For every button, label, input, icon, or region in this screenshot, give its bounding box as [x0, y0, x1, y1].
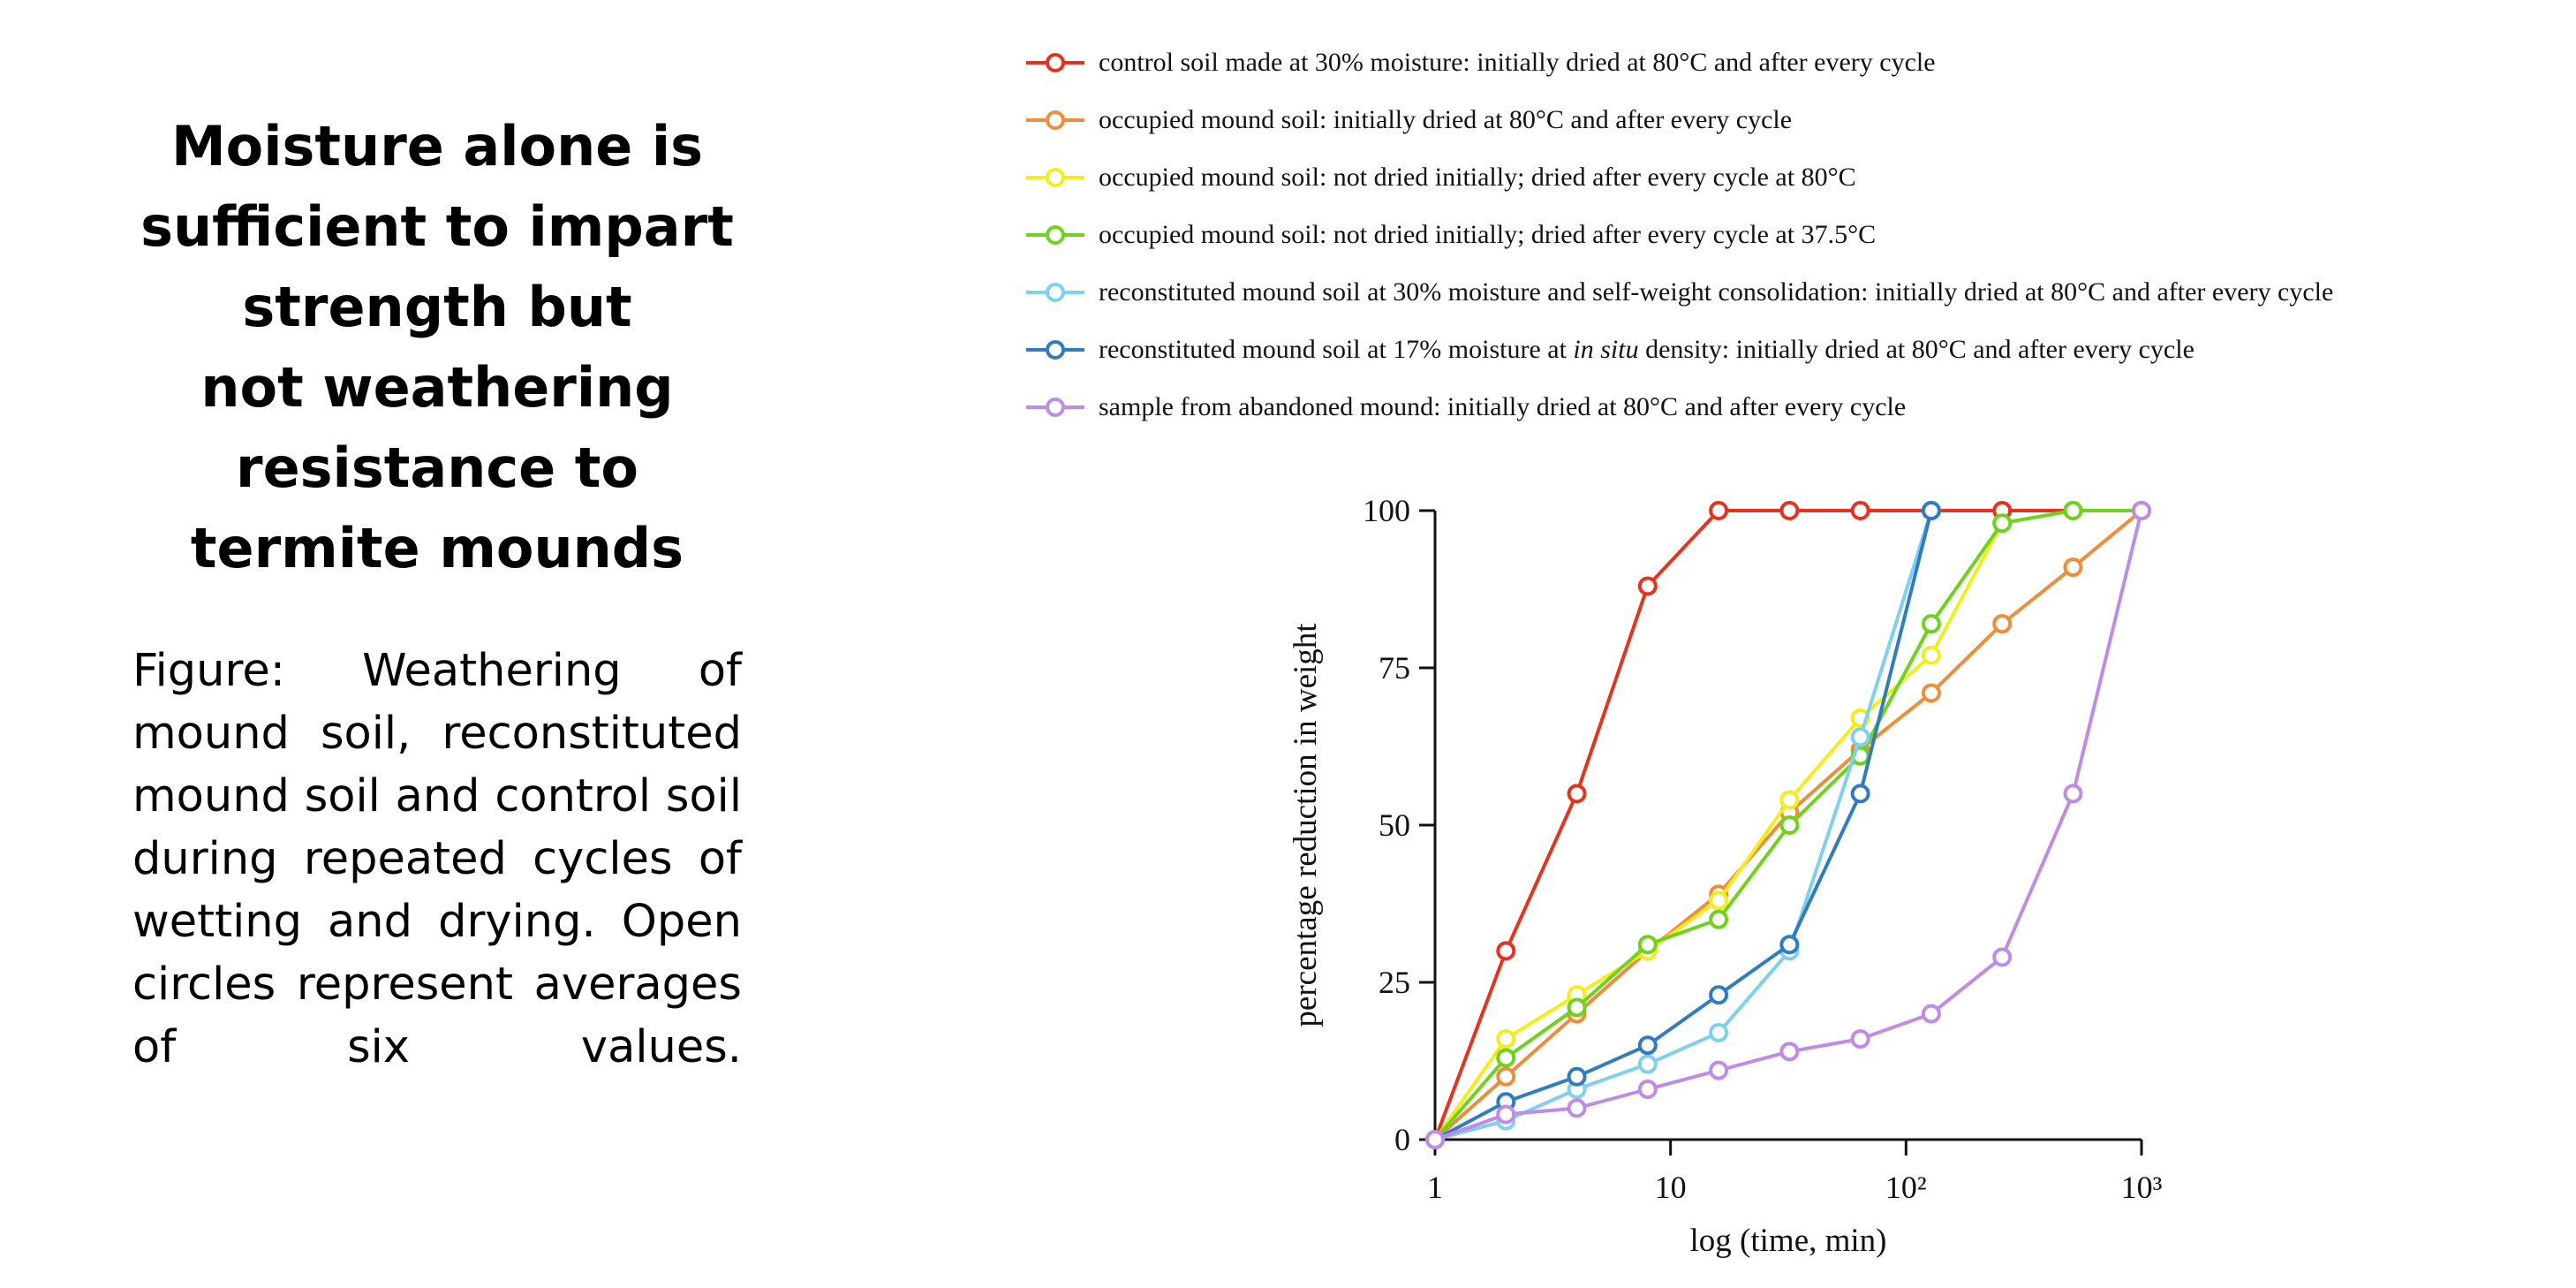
x-tick-label: 10 — [1655, 1170, 1687, 1205]
data-point — [1709, 909, 1729, 929]
legend-label: occupied mound soil: initially dried at … — [1099, 105, 1793, 134]
data-point — [1992, 513, 2013, 534]
legend-item: occupied mound soil: initially dried at … — [1024, 100, 2543, 157]
line-chart: 0 25 50 75 100 1 10 10² 10³ log (time, min) percen… — [1288, 493, 2163, 1259]
chart-legend: control soil made at 30% moisture: initi… — [1024, 42, 2543, 444]
y-tick-label: 100 — [1363, 493, 1410, 528]
y-tick-label: 50 — [1379, 807, 1410, 843]
data-point — [1779, 815, 1800, 835]
legend-item: sample from abandoned mound: initially d… — [1024, 387, 2543, 444]
data-point — [1637, 935, 1658, 955]
data-point — [1425, 1130, 1445, 1149]
legend-label: occupied mound soil: not dried initially… — [1099, 163, 1856, 192]
legend-label: control soil made at 30% moisture: initi… — [1099, 48, 1936, 77]
headline-line: sufficient to impart — [140, 194, 734, 259]
axes: 0 25 50 75 100 1 10 10² 10³ — [1363, 493, 2163, 1205]
legend-swatch — [1026, 168, 1084, 187]
legend-label: reconstituted mound soil at 30% moisture… — [1099, 277, 2334, 307]
data-point — [2063, 501, 2083, 520]
data-point — [1921, 501, 1941, 520]
legend-swatch — [1026, 398, 1084, 417]
data-point — [1709, 1060, 1729, 1080]
legend-label: reconstituted mound soil at 17% moisture… — [1099, 335, 2195, 364]
data-point — [1637, 1035, 1658, 1056]
figure-caption: Figure: Weathering of mound soil, recons… — [132, 645, 742, 1073]
data-point — [1850, 1029, 1870, 1049]
data-point — [1567, 784, 1587, 804]
data-point — [1921, 645, 1941, 665]
data-point — [2063, 784, 2083, 804]
data-point — [1496, 1066, 1516, 1087]
data-point — [1637, 576, 1658, 596]
data-point — [1850, 501, 1870, 520]
x-tick-label: 10³ — [2121, 1170, 2163, 1205]
data-point — [1921, 1004, 1941, 1024]
y-axis-title: percentage reduction in weight — [1288, 623, 1324, 1027]
series-line — [1434, 510, 1933, 1141]
data-point — [1496, 1048, 1516, 1068]
legend-swatch — [1026, 340, 1084, 360]
data-point — [1992, 614, 2013, 634]
x-tick-label: 1 — [1427, 1170, 1443, 1205]
legend-swatch — [1026, 53, 1084, 72]
data-point — [2132, 501, 2151, 520]
headline-line: resistance to — [236, 436, 638, 500]
data-point — [1921, 614, 1941, 634]
data-point — [1850, 784, 1870, 804]
data-point — [1779, 1042, 1800, 1062]
legend-item: occupied mound soil: not dried initially… — [1024, 215, 2543, 272]
legend-label: occupied mound soil: not dried initially… — [1099, 220, 1877, 249]
text-panel: Moisture alone is sufficient to impart s… — [132, 106, 742, 1079]
headline-line: not weathering — [200, 355, 674, 420]
data-point — [1709, 985, 1729, 1005]
legend-item: reconstituted mound soil at 30% moisture… — [1024, 272, 2543, 330]
data-point — [1496, 941, 1516, 961]
legend-swatch — [1026, 110, 1084, 130]
data-point — [1992, 947, 2013, 967]
headline-line: termite mounds — [190, 516, 684, 580]
data-point — [1779, 790, 1800, 810]
data-point — [1709, 1022, 1729, 1042]
data-point — [1850, 727, 1870, 747]
data-point — [1567, 1066, 1587, 1087]
data-point — [1709, 890, 1729, 911]
series-6 — [1425, 501, 2151, 1149]
series-line — [1434, 510, 1933, 1141]
data-point — [1921, 683, 1941, 703]
legend-swatch — [1026, 225, 1084, 245]
legend-label: sample from abandoned mound: initially d… — [1099, 392, 1907, 421]
data-point — [1567, 997, 1587, 1018]
data-point — [1709, 501, 1729, 520]
headline: Moisture alone is sufficient to impart s… — [132, 106, 742, 588]
legend-item: reconstituted mound soil at 17% moisture… — [1024, 330, 2543, 387]
data-point — [1496, 1029, 1516, 1049]
legend-item: occupied mound soil: not dried initially… — [1024, 157, 2543, 215]
data-point — [1637, 1054, 1658, 1074]
x-tick-label: 10² — [1885, 1170, 1927, 1205]
y-tick-label: 25 — [1379, 965, 1410, 1000]
data-point — [1779, 935, 1800, 955]
data-point — [1567, 1098, 1587, 1118]
headline-line: Moisture alone is — [170, 114, 704, 178]
legend-swatch — [1026, 283, 1084, 302]
data-point — [1496, 1104, 1516, 1125]
data-point — [2063, 557, 2083, 578]
data-point — [1637, 1080, 1658, 1100]
headline-line: strength but — [242, 275, 632, 339]
y-tick-label: 0 — [1394, 1122, 1410, 1157]
data-point — [1779, 501, 1800, 520]
legend-item: control soil made at 30% moisture: initi… — [1024, 42, 2543, 100]
y-tick-label: 75 — [1379, 650, 1410, 686]
x-axis-title: log (time, min) — [1690, 1223, 1887, 1259]
